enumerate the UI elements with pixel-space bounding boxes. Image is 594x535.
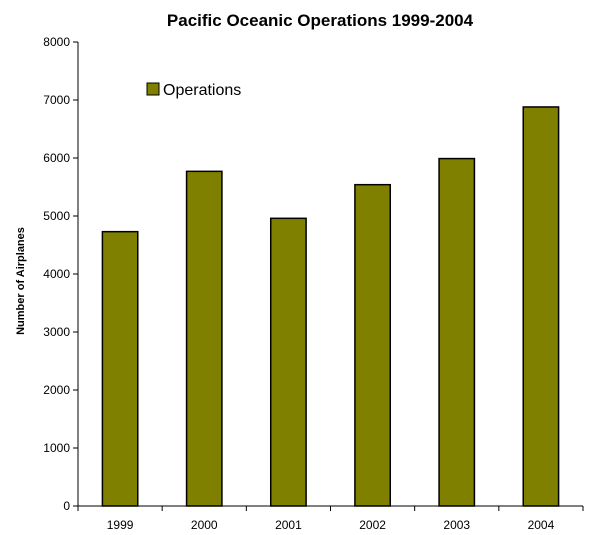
x-tick-label-2002: 2002	[359, 518, 386, 532]
bar-2002	[354, 183, 392, 507]
x-tick-label-2001: 2001	[275, 518, 302, 532]
y-tick-label-2000: 2000	[43, 383, 70, 397]
y-tick-label-7000: 7000	[43, 93, 70, 107]
y-tick-label-4000: 4000	[43, 267, 70, 281]
x-axis-ticks: 1999 2000 2001 2002 2003 2004	[77, 506, 584, 532]
y-tick-label-8000: 8000	[43, 35, 70, 49]
y-axis-label: Number of Airplanes	[15, 227, 27, 335]
x-tick-label-1999: 1999	[107, 518, 134, 532]
bar-2001	[269, 217, 307, 507]
bars	[101, 106, 560, 507]
chart-title: Pacific Oceanic Operations 1999-2004	[167, 11, 474, 30]
y-tick-label-6000: 6000	[43, 151, 70, 165]
y-tick-label-5000: 5000	[43, 209, 70, 223]
legend-swatch	[146, 82, 160, 96]
legend: Operations	[146, 82, 241, 99]
y-axis-ticks: 0 1000 2000 3000 4000 5000 6000 7000 8000	[43, 35, 78, 513]
bar-2003	[438, 157, 476, 507]
y-tick-label-0: 0	[63, 499, 70, 513]
bar-2000	[185, 170, 223, 507]
legend-label-operations: Operations	[163, 82, 241, 99]
plot-area	[77, 42, 583, 507]
x-tick-label-2004: 2004	[528, 518, 555, 532]
bar-2004	[522, 106, 560, 507]
x-tick-label-2003: 2003	[443, 518, 470, 532]
y-tick-label-3000: 3000	[43, 325, 70, 339]
bar-1999	[101, 230, 139, 507]
y-tick-label-1000: 1000	[43, 441, 70, 455]
x-tick-label-2000: 2000	[191, 518, 218, 532]
